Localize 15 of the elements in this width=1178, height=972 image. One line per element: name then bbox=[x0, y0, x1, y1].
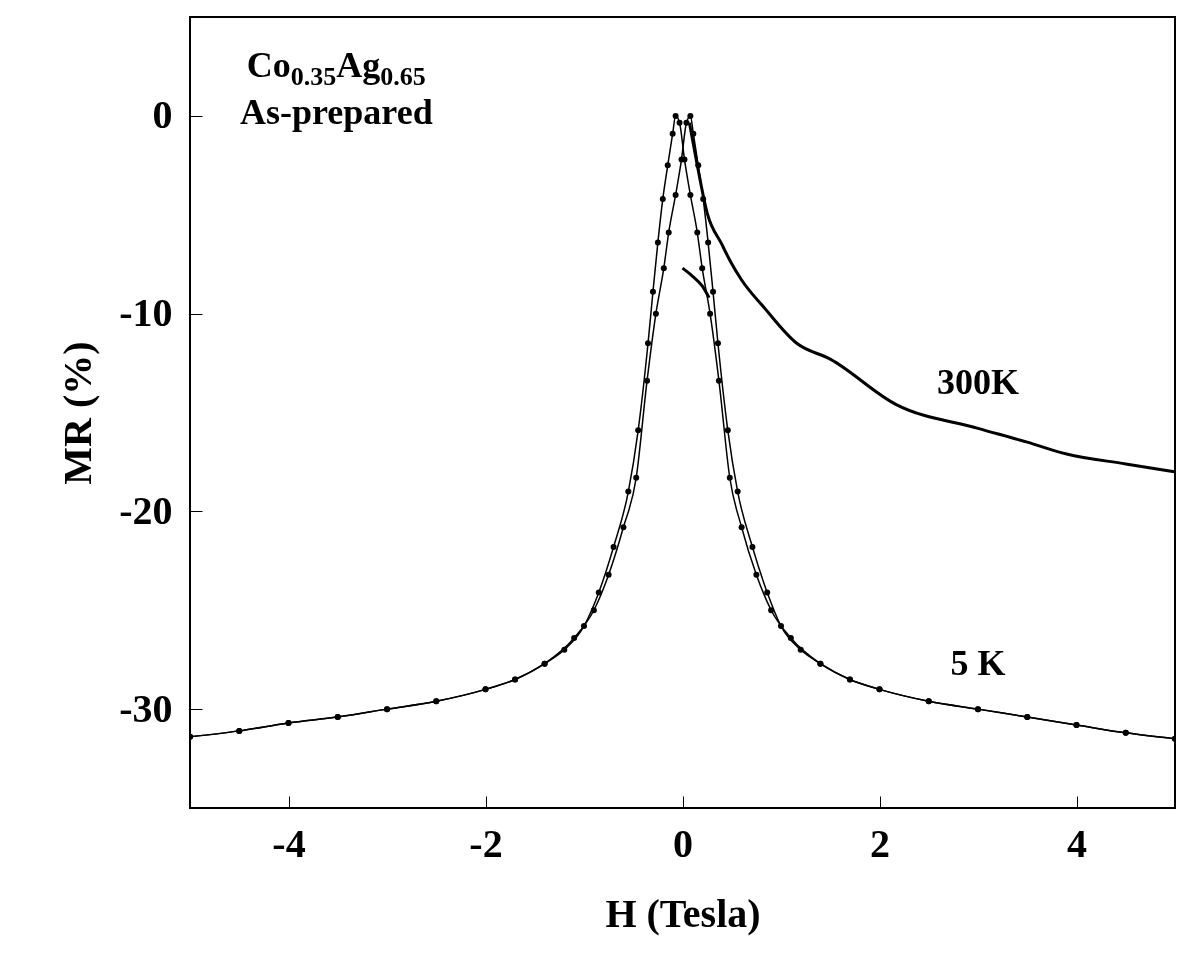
y-tick-label: -10 bbox=[119, 290, 173, 336]
x-tick-label: 4 bbox=[1067, 820, 1087, 866]
y-tick-label: -30 bbox=[119, 685, 173, 731]
x-tick-label: 0 bbox=[673, 820, 693, 866]
x-axis-title: H (Tesla) bbox=[605, 890, 761, 936]
y-axis-title: MR (%) bbox=[55, 341, 101, 485]
annotation: As-prepared bbox=[240, 92, 433, 134]
annotation: Co$_{0.35}$Ag$_{0.65}$ bbox=[245, 45, 427, 93]
series-label: 5 K bbox=[950, 643, 1006, 684]
y-tick-label: -20 bbox=[119, 487, 173, 533]
x-tick-label: -4 bbox=[272, 820, 306, 866]
x-tick-label: -2 bbox=[469, 820, 503, 866]
y-tick-label: 0 bbox=[152, 92, 173, 138]
x-tick-label: 2 bbox=[870, 820, 890, 866]
series-label: 300K bbox=[936, 362, 1020, 403]
